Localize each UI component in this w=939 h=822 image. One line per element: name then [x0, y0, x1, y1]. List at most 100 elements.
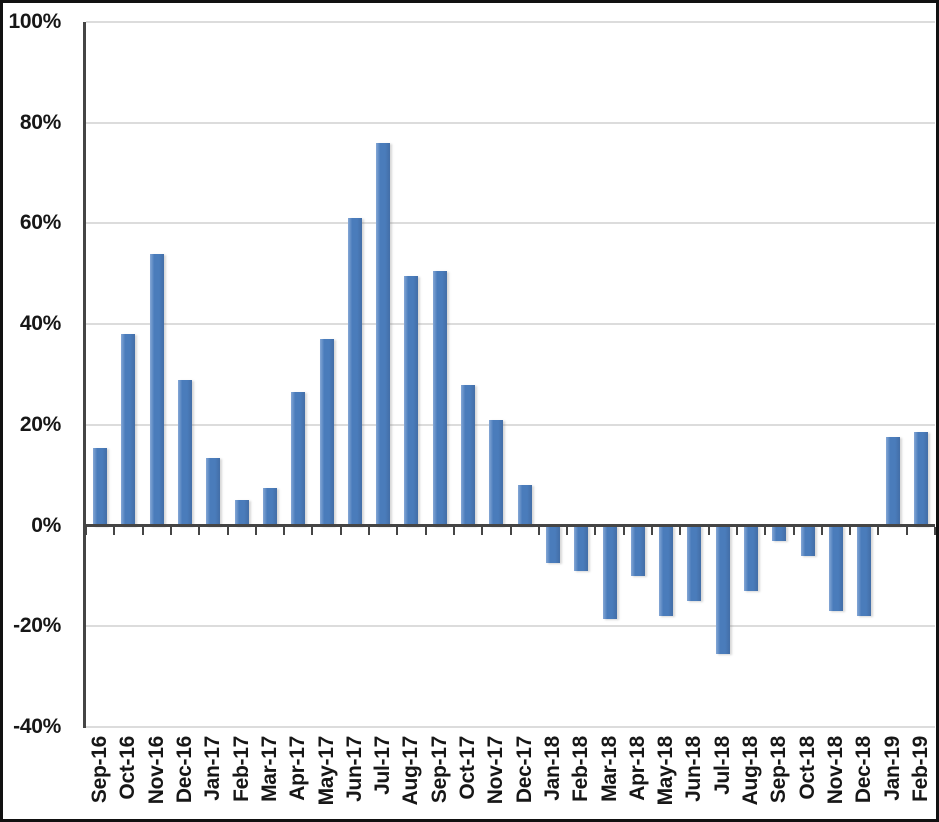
- bar: [744, 525, 759, 592]
- x-axis-tick: [424, 527, 427, 536]
- x-axis-tick: [877, 527, 880, 536]
- x-axis-category-label: Jul-17: [371, 736, 395, 795]
- bar: [687, 525, 702, 602]
- x-axis-category-label: Jan-17: [201, 736, 225, 801]
- x-axis-tick: [707, 527, 710, 536]
- x-axis-tick: [198, 527, 201, 536]
- bar: [206, 457, 221, 526]
- x-axis-tick: [169, 527, 172, 536]
- x-axis-tick: [283, 527, 286, 536]
- bar: [347, 218, 362, 526]
- x-axis-tick: [537, 527, 540, 536]
- x-axis-tick: [764, 527, 767, 536]
- y-axis-tick-label: 100%: [8, 10, 61, 33]
- gridline: [86, 222, 935, 225]
- bar: [149, 253, 164, 526]
- x-axis-tick: [820, 527, 823, 536]
- x-axis-category-label: Mar-18: [597, 736, 621, 802]
- gridline: [86, 121, 935, 124]
- x-axis-category-label: Aug-17: [399, 736, 423, 806]
- x-axis-tick: [509, 527, 512, 536]
- y-axis-tick-label: 20%: [19, 412, 61, 436]
- bar: [602, 525, 617, 619]
- x-axis-tick: [254, 527, 257, 536]
- x-axis-tick: [651, 527, 653, 536]
- bar: [857, 525, 872, 617]
- x-axis-category-label: Apr-18: [625, 736, 649, 801]
- x-axis-category-label: Jul-18: [710, 736, 734, 795]
- gridline: [86, 726, 935, 728]
- x-axis-category-label: Feb-17: [229, 736, 253, 802]
- x-axis-tick: [481, 527, 484, 536]
- gridlines-layer: [3, 3, 936, 819]
- x-axis-labels: Sep-16 Oct-16 Nov-16 Dec-16 Jan-17 Feb-17 Mar-…: [3, 3, 936, 819]
- x-axis-category-label: Jun-18: [682, 736, 706, 802]
- x-axis-tick: [679, 527, 682, 536]
- x-axis-category-label: Dec-17: [512, 736, 536, 804]
- x-axis-category-label: Sep-18: [767, 736, 791, 804]
- x-axis-tick: [226, 527, 229, 536]
- x-axis-tick: [622, 527, 625, 536]
- gridline: [86, 423, 935, 426]
- x-axis-category-label: Nov-16: [144, 736, 168, 805]
- x-axis-category-label: Jan-19: [880, 736, 904, 801]
- bar: [121, 334, 136, 526]
- x-axis-tick: [368, 527, 370, 536]
- y-axis-labels: 100% 80% 60% 40% 20% 0% -20% -40%: [3, 3, 936, 819]
- bar: [545, 525, 560, 564]
- y-axis-tick-label: 0%: [31, 513, 61, 537]
- x-axis-tick: [905, 527, 908, 536]
- x-axis-category-label: Oct-16: [116, 736, 140, 800]
- x-axis-category-label: Jun-17: [342, 736, 366, 802]
- y-axis-tick-label: 40%: [19, 312, 61, 336]
- gridline: [86, 323, 935, 326]
- bar: [93, 447, 108, 526]
- x-axis-line: [83, 524, 935, 528]
- bar: [404, 276, 419, 526]
- x-axis-category-label: Nov-18: [823, 736, 847, 805]
- bar: [828, 525, 843, 612]
- bar: [659, 525, 674, 617]
- x-axis-category-label: Apr-17: [286, 736, 310, 801]
- bar: [630, 525, 645, 576]
- bar: [800, 525, 815, 556]
- x-axis-category-label: Feb-18: [569, 736, 593, 802]
- gridline: [86, 625, 935, 628]
- bar: [885, 437, 900, 526]
- gridline: [86, 21, 935, 23]
- x-axis-tick: [339, 527, 342, 536]
- bar: [178, 379, 193, 526]
- x-axis-tick: [113, 527, 116, 536]
- x-axis-category-label: Jan-18: [540, 736, 564, 801]
- x-axis-category-label: Oct-18: [795, 736, 819, 800]
- x-axis-tick: [934, 527, 936, 536]
- x-axis-category-label: Sep-17: [427, 736, 451, 804]
- x-axis-tick: [849, 527, 852, 536]
- y-axis-tick-label: 80%: [19, 110, 61, 134]
- bar: [715, 525, 730, 654]
- x-axis-category-label: Aug-18: [739, 736, 763, 806]
- x-axis-tick: [566, 527, 569, 536]
- bars-layer: [3, 3, 936, 819]
- x-axis-category-label: Dec-16: [173, 736, 197, 804]
- x-axis-category-label: May-17: [314, 736, 338, 806]
- x-axis-category-label: Nov-17: [484, 736, 508, 805]
- x-axis-tick: [452, 527, 455, 536]
- bar: [913, 432, 928, 526]
- x-axis-tick: [396, 527, 399, 536]
- x-axis-tick: [311, 527, 314, 536]
- bar: [376, 142, 391, 526]
- x-axis-tick: [85, 527, 87, 536]
- x-axis-category-label: Oct-17: [456, 736, 480, 800]
- y-axis-tick-label: -40%: [13, 715, 61, 738]
- bar: [291, 392, 306, 526]
- bar: [432, 271, 447, 526]
- bar: [319, 339, 334, 526]
- bar: [234, 500, 249, 526]
- x-axis-category-label: Sep-16: [88, 736, 112, 804]
- x-axis-tick: [735, 527, 738, 536]
- x-axis-tick: [594, 527, 597, 536]
- x-axis-tick: [792, 527, 795, 536]
- x-axis-category-label: Feb-19: [908, 736, 932, 802]
